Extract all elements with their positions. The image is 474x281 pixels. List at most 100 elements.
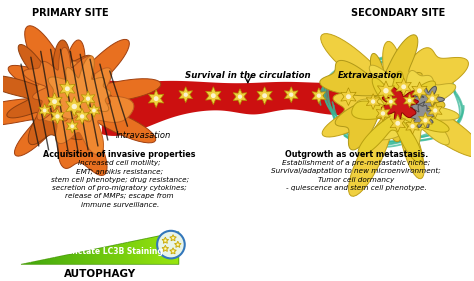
- Polygon shape: [113, 245, 114, 264]
- Polygon shape: [26, 263, 27, 264]
- Polygon shape: [152, 237, 153, 264]
- Polygon shape: [33, 262, 34, 264]
- Polygon shape: [177, 232, 178, 264]
- Polygon shape: [174, 233, 175, 264]
- Circle shape: [52, 99, 57, 104]
- Polygon shape: [44, 260, 45, 264]
- Polygon shape: [67, 255, 68, 264]
- Polygon shape: [144, 239, 145, 264]
- Polygon shape: [102, 79, 398, 136]
- Polygon shape: [174, 241, 181, 247]
- Polygon shape: [166, 234, 167, 264]
- Polygon shape: [80, 252, 81, 264]
- Polygon shape: [107, 247, 108, 264]
- Polygon shape: [27, 263, 28, 264]
- Text: - quiescence and stem cell phenotype.: - quiescence and stem cell phenotype.: [286, 185, 427, 191]
- Polygon shape: [78, 253, 79, 264]
- Text: secretion of pro-migratory cytokines;: secretion of pro-migratory cytokines;: [52, 185, 187, 191]
- Polygon shape: [125, 243, 126, 264]
- Text: Extravasation: Extravasation: [337, 71, 403, 80]
- Polygon shape: [70, 254, 71, 264]
- Polygon shape: [411, 86, 445, 113]
- Text: stem cell phenotype; drug resistance;: stem cell phenotype; drug resistance;: [51, 176, 189, 183]
- Polygon shape: [404, 94, 416, 108]
- Polygon shape: [169, 234, 170, 264]
- Polygon shape: [106, 247, 107, 264]
- Circle shape: [262, 93, 267, 98]
- Polygon shape: [382, 87, 419, 124]
- Polygon shape: [173, 233, 174, 264]
- Polygon shape: [90, 250, 91, 264]
- Text: Intravasation: Intravasation: [116, 131, 171, 140]
- Polygon shape: [110, 246, 111, 264]
- Polygon shape: [155, 237, 156, 264]
- Polygon shape: [60, 80, 75, 98]
- Circle shape: [70, 124, 74, 128]
- Polygon shape: [66, 97, 83, 116]
- Polygon shape: [71, 254, 72, 264]
- Polygon shape: [163, 235, 164, 264]
- Polygon shape: [30, 262, 31, 264]
- Polygon shape: [48, 56, 110, 122]
- Polygon shape: [108, 246, 109, 264]
- Polygon shape: [97, 249, 98, 264]
- Polygon shape: [143, 239, 144, 264]
- Circle shape: [371, 99, 375, 104]
- Polygon shape: [150, 238, 151, 264]
- Circle shape: [72, 104, 77, 109]
- Polygon shape: [426, 91, 439, 106]
- Polygon shape: [86, 251, 87, 264]
- Polygon shape: [170, 248, 176, 254]
- Polygon shape: [366, 94, 380, 110]
- Circle shape: [417, 88, 422, 93]
- Polygon shape: [406, 118, 419, 134]
- Polygon shape: [284, 87, 298, 103]
- Polygon shape: [119, 244, 120, 264]
- Polygon shape: [170, 234, 171, 264]
- Polygon shape: [75, 253, 76, 264]
- Polygon shape: [37, 261, 38, 264]
- Polygon shape: [42, 260, 43, 264]
- Circle shape: [157, 231, 185, 259]
- Polygon shape: [52, 258, 53, 264]
- Circle shape: [80, 114, 84, 119]
- Polygon shape: [357, 65, 459, 149]
- Polygon shape: [139, 240, 140, 264]
- Text: Survival in the circulation: Survival in the circulation: [185, 71, 310, 80]
- Polygon shape: [176, 232, 177, 264]
- Polygon shape: [98, 248, 99, 264]
- Polygon shape: [66, 255, 67, 264]
- Polygon shape: [101, 248, 102, 264]
- Polygon shape: [61, 256, 62, 264]
- Polygon shape: [65, 255, 66, 264]
- Circle shape: [211, 93, 216, 98]
- Polygon shape: [92, 250, 93, 264]
- Text: Increased cell motility;: Increased cell motility;: [78, 160, 161, 166]
- Polygon shape: [51, 108, 64, 124]
- Circle shape: [408, 99, 411, 103]
- Polygon shape: [66, 119, 78, 133]
- Polygon shape: [47, 259, 49, 264]
- Polygon shape: [103, 248, 104, 264]
- Polygon shape: [116, 245, 117, 264]
- Circle shape: [381, 111, 385, 115]
- Polygon shape: [72, 254, 73, 264]
- Polygon shape: [352, 71, 449, 163]
- Circle shape: [389, 100, 393, 103]
- Polygon shape: [130, 242, 131, 264]
- Polygon shape: [341, 88, 356, 106]
- Polygon shape: [95, 249, 96, 264]
- Polygon shape: [162, 237, 169, 243]
- Polygon shape: [167, 234, 168, 264]
- Polygon shape: [122, 244, 123, 264]
- Polygon shape: [82, 252, 83, 264]
- Polygon shape: [175, 233, 176, 264]
- Circle shape: [289, 92, 293, 97]
- Polygon shape: [49, 259, 50, 264]
- Text: EMT; anoikis resistance;: EMT; anoikis resistance;: [76, 168, 163, 174]
- Polygon shape: [123, 243, 124, 264]
- Polygon shape: [390, 114, 405, 132]
- Polygon shape: [104, 247, 105, 264]
- Polygon shape: [164, 235, 165, 264]
- Polygon shape: [147, 238, 148, 264]
